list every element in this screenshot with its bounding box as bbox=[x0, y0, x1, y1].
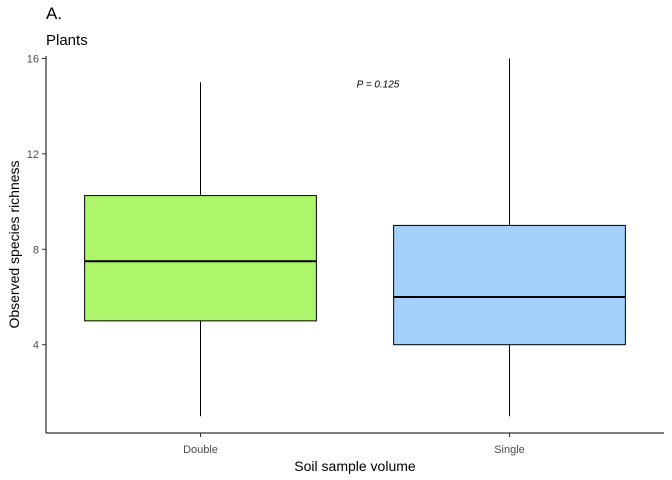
x-ticks: Double Single bbox=[183, 433, 525, 456]
y-axis-title: Observed species richness bbox=[6, 160, 22, 328]
x-tick-label-single: Single bbox=[494, 444, 525, 456]
x-axis-title: Soil sample volume bbox=[294, 458, 416, 474]
p-value-annotation: P = 0.125 bbox=[357, 80, 400, 91]
chart-subtitle: Plants bbox=[46, 32, 88, 49]
y-ticks: 4 8 12 16 bbox=[27, 53, 46, 352]
x-tick-label-double: Double bbox=[183, 444, 218, 456]
y-tick-label-16: 16 bbox=[27, 53, 39, 65]
box-single bbox=[393, 224, 626, 346]
panel-tag: A. bbox=[46, 4, 63, 23]
y-tick-label-12: 12 bbox=[27, 149, 39, 161]
boxes-layer bbox=[84, 58, 626, 417]
y-tick-label-4: 4 bbox=[33, 340, 39, 352]
box-double bbox=[84, 195, 317, 322]
y-tick-label-8: 8 bbox=[33, 244, 39, 256]
